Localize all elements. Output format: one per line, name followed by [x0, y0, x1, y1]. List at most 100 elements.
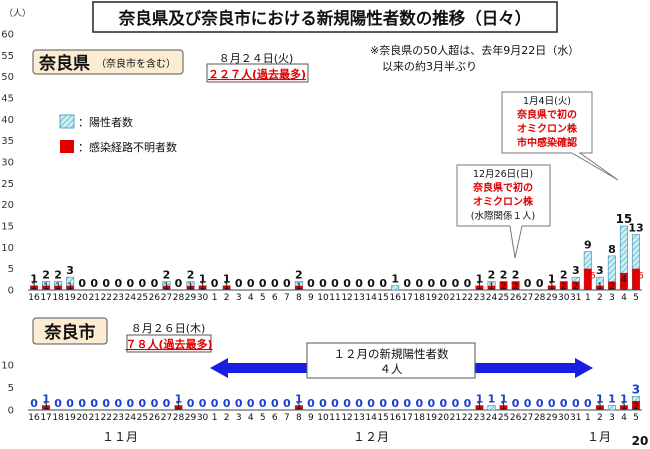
pref-value-label-positive: 13: [628, 222, 643, 235]
pref-value-label-positive: 2: [187, 268, 195, 281]
pref-value-label-unknown: 5: [590, 272, 596, 282]
city-x-tick-label: 27: [522, 413, 533, 423]
city-x-tick-label: 30: [197, 413, 209, 423]
pref-x-tick-label: 25: [137, 293, 148, 303]
pref-value-label-positive: 0: [319, 277, 327, 290]
city-x-tick-label: 29: [185, 413, 197, 423]
city-value-label-positive: 0: [464, 397, 472, 410]
city-value-label-positive: 0: [66, 397, 74, 410]
city-label: 奈良市: [44, 322, 96, 343]
month-label-nov: １１月: [102, 430, 138, 444]
pref-x-tick-label: 3: [609, 293, 615, 303]
pref-value-label-positive: 0: [127, 277, 135, 290]
pref-x-tick-label: 19: [64, 293, 76, 303]
pref-x-tick-label: 29: [185, 293, 197, 303]
pref-x-tick-label: 5: [633, 293, 639, 303]
pref-y-tick-label: 40: [1, 115, 14, 126]
pref-x-tick-label: 9: [308, 293, 314, 303]
city-x-tick-label: 1: [212, 413, 218, 423]
city-x-tick-label: 26: [149, 413, 161, 423]
pref-value-label-unknown: 2: [513, 282, 519, 292]
city-x-tick-label: 19: [426, 413, 438, 423]
city-x-tick-label: 28: [173, 413, 185, 423]
pref-bar-unknown: [499, 281, 508, 290]
pref-value-label-positive: 0: [211, 277, 219, 290]
city-x-tick-label: 4: [621, 413, 627, 423]
title-box: [92, 1, 558, 33]
pref-x-tick-label: 1: [585, 293, 591, 303]
city-x-tick-label: 19: [64, 413, 76, 423]
callout-jan4-date: 1月4日(火): [523, 96, 571, 107]
city-value-label-positive: 0: [163, 397, 171, 410]
pref-y-tick-label: 30: [1, 158, 14, 169]
city-value-label-positive: 0: [391, 397, 399, 410]
pref-value-label-positive: 2: [54, 268, 62, 281]
callout-jan4-line3: オミクロン株: [517, 122, 578, 135]
city-x-tick-label: 28: [534, 413, 546, 423]
pref-bar-unknown: [66, 285, 74, 290]
month-label-jan: １月: [587, 430, 611, 444]
pref-x-tick-label: 27: [522, 293, 533, 303]
pref-x-tick-label: 10: [317, 293, 329, 303]
city-value-label-positive: 0: [452, 397, 460, 410]
pref-value-label-positive: 0: [247, 277, 255, 290]
december-banner-line2: ４人: [380, 362, 403, 376]
city-bar-unknown: [295, 405, 303, 410]
pref-value-label-positive: 15: [616, 212, 633, 226]
pref-y-tick-label: 0: [8, 286, 14, 297]
pref-x-tick-label: 4: [621, 293, 627, 303]
pref-x-tick-label: 22: [101, 293, 112, 303]
pref-value-label-unknown: 1: [164, 282, 170, 292]
city-x-tick-label: 14: [365, 413, 377, 423]
city-value-label-positive: 0: [319, 397, 327, 410]
city-value-label-positive: 0: [379, 397, 387, 410]
pref-bar-unknown: [475, 285, 484, 290]
pref-value-label-positive: 0: [102, 277, 110, 290]
city-value-label-unknown: 1: [296, 402, 302, 412]
pref-x-tick-label: 17: [40, 293, 51, 303]
pref-value-label-unknown: 1: [224, 282, 230, 292]
pref-value-label-positive: 0: [114, 277, 122, 290]
city-value-label-positive: 0: [199, 397, 207, 410]
pref-x-tick-label: 13: [353, 293, 364, 303]
pref-value-label-positive: 0: [440, 277, 448, 290]
pref-value-label-unknown: 2: [573, 282, 579, 292]
pref-value-label-positive: 0: [151, 277, 159, 290]
pref-value-label-positive: 3: [572, 264, 580, 277]
city-value-label-positive: 0: [572, 397, 580, 410]
pref-value-label-positive: 2: [42, 268, 50, 281]
pref-bar-unknown: [162, 285, 171, 290]
year-label: 20: [632, 434, 649, 448]
city-value-label-unknown: 1: [501, 402, 507, 412]
pref-value-label-positive: 1: [199, 273, 207, 286]
callout-jan4-line4: 市中感染確認: [517, 136, 577, 149]
pref-value-label-positive: 9: [584, 239, 592, 252]
city-x-tick-label: 17: [402, 413, 413, 423]
city-value-label-positive: 1: [295, 393, 303, 406]
city-value-label-positive: 1: [476, 393, 484, 406]
city-value-label-positive: 0: [187, 397, 195, 410]
city-x-tick-label: 25: [498, 413, 509, 423]
december-banner-line1: １２月の新規陽性者数: [334, 347, 449, 361]
chart-title: 奈良県及び奈良市における新規陽性者数の推移（日々）: [118, 8, 532, 28]
pref-value-label-unknown: 1: [43, 282, 49, 292]
pref-value-label-positive: 1: [548, 273, 556, 286]
city-value-label-positive: 0: [427, 397, 435, 410]
pref-value-label-positive: 8: [608, 243, 616, 256]
city-bar-unknown: [620, 405, 628, 410]
pref-bar-unknown: [620, 272, 628, 290]
city-x-tick-label: 18: [414, 413, 426, 423]
pref-x-tick-label: 12: [341, 293, 352, 303]
pref-label: 奈良県: [38, 53, 90, 74]
pref-value-label-unknown: 1: [489, 282, 495, 292]
month-label-dec: １２月: [353, 430, 389, 444]
pref-x-tick-label: 19: [426, 293, 438, 303]
pref-x-tick-label: 3: [236, 293, 242, 303]
pref-value-label-unknown: 2: [609, 282, 615, 292]
pref-x-tick-label: 1: [212, 293, 218, 303]
bars-layer: [29, 225, 641, 411]
city-x-tick-label: 18: [52, 413, 64, 423]
pref-y-tick-label: 20: [1, 200, 14, 211]
city-x-tick-label: 17: [40, 413, 51, 423]
callout-dec26-line2: 奈良県で初の: [472, 181, 533, 194]
